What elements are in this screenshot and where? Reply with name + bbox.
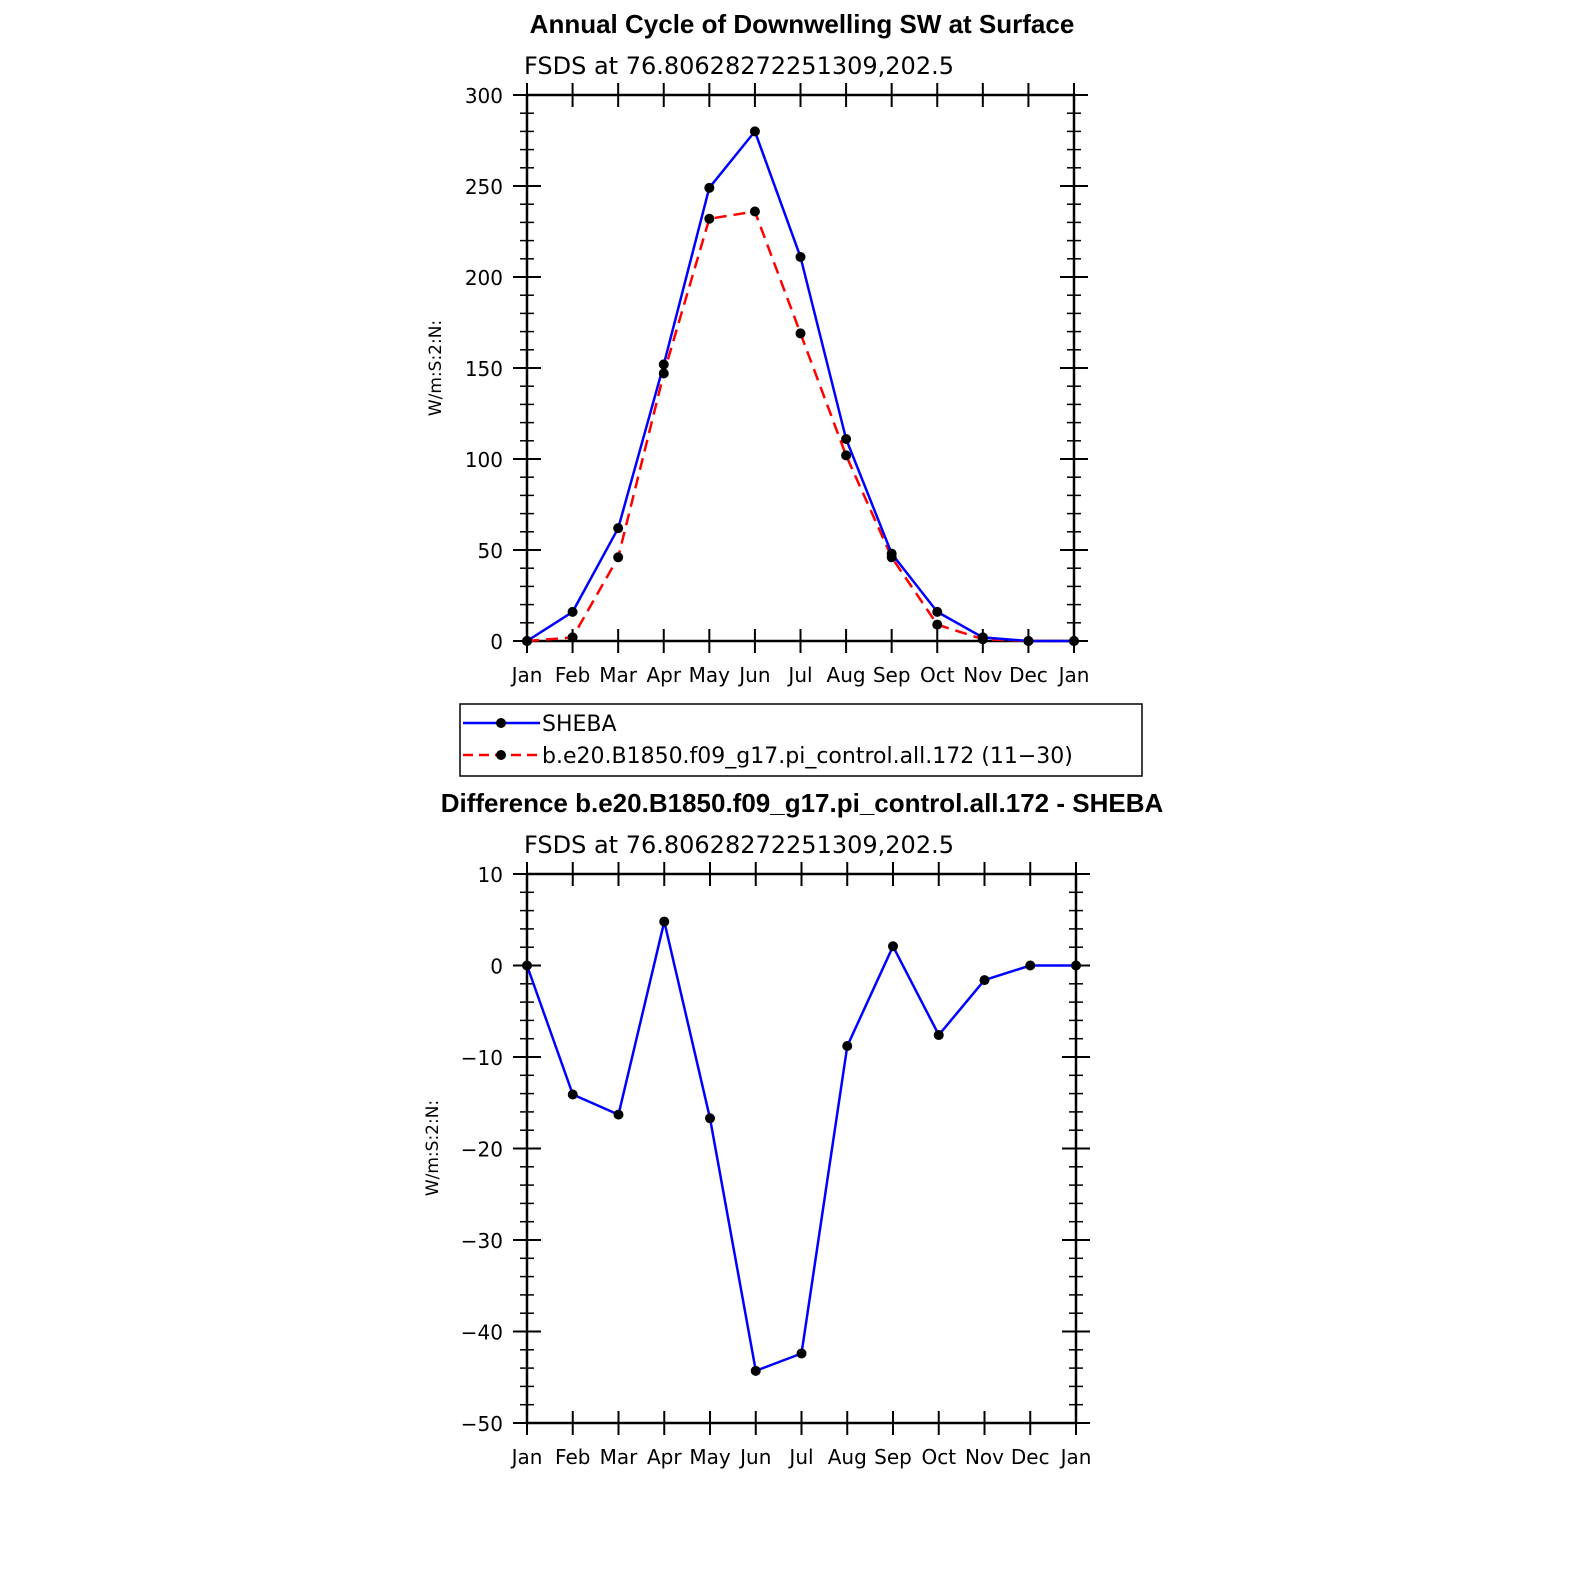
x-tick-label: Mar	[599, 663, 638, 687]
y-tick-label: 0	[490, 955, 503, 979]
x-tick-label: Dec	[1009, 663, 1048, 687]
data-point-series-0	[841, 433, 852, 444]
data-point-series-0	[704, 182, 715, 193]
x-tick-label: Mar	[600, 1445, 639, 1469]
data-point-series-0	[659, 916, 670, 927]
x-tick-label: Jul	[787, 1445, 813, 1469]
y-tick-label: −20	[461, 1138, 503, 1162]
x-tick-label: Feb	[555, 663, 590, 687]
legend-label-sheba: SHEBA	[542, 712, 617, 737]
y-tick-label: 100	[465, 448, 503, 472]
y-tick-label: −40	[461, 1321, 503, 1345]
legend-marker-model	[496, 750, 506, 760]
legend-item-sheba: SHEBA	[463, 712, 617, 737]
x-tick-label: Nov	[965, 1445, 1004, 1469]
data-point-series-1	[977, 634, 988, 645]
chart-title: Annual Cycle of Downwelling SW at Surfac…	[530, 9, 1075, 39]
x-tick-label: Oct	[921, 1445, 956, 1469]
x-tick-label: Jul	[786, 663, 812, 687]
plot-area: 0 50 100 150 200 250 300 Jan Feb Mar Apr May Jun Jul A…	[465, 83, 1090, 687]
difference-chart: Difference b.e20.B1850.f09_g17.pi_contro…	[423, 788, 1163, 1469]
x-tick-label: Jan	[1057, 663, 1090, 687]
data-point-series-0	[888, 941, 898, 952]
x-tick-label: Apr	[646, 663, 681, 687]
chart-subtitle: FSDS at 76.80628272251309,202.5	[524, 831, 954, 859]
data-point-series-0	[613, 523, 624, 534]
y-tick-label: 50	[478, 539, 503, 563]
data-point-series-0	[842, 1041, 853, 1052]
y-tick-label: 0	[490, 630, 503, 654]
legend: SHEBA b.e20.B1850.f09_g17.pi_control.all…	[459, 703, 1143, 777]
data-point-series-0	[1025, 960, 1036, 971]
x-tick-label: Jun	[738, 1445, 771, 1469]
data-point-series-1	[795, 328, 806, 339]
chart-subtitle: FSDS at 76.80628272251309,202.5	[524, 52, 954, 80]
x-tick-label: Jan	[510, 663, 543, 687]
x-tick-label: May	[689, 663, 731, 687]
y-tick-label: 150	[465, 357, 503, 381]
legend-item-model: b.e20.B1850.f09_g17.pi_control.all.172 (…	[463, 744, 1073, 769]
series-line-0	[526, 130, 1074, 643]
y-tick-label: −10	[461, 1046, 503, 1070]
legend-box	[459, 703, 1143, 777]
data-point-series-0	[522, 960, 532, 971]
data-point-series-1	[704, 213, 715, 224]
x-tick-label: Feb	[555, 1445, 590, 1469]
x-tick-label: May	[689, 1445, 731, 1469]
data-point-series-1	[567, 632, 578, 643]
series-line-1	[526, 210, 1074, 643]
data-point-series-0	[749, 126, 760, 137]
y-tick-label: 300	[465, 84, 503, 108]
y-tick-label: 200	[465, 266, 503, 290]
series-line-0	[525, 920, 1076, 1373]
chart-title: Difference b.e20.B1850.f09_g17.pi_contro…	[441, 788, 1164, 818]
data-point-series-0	[658, 359, 669, 370]
data-point-series-0	[613, 1109, 624, 1120]
x-tick-label: Jan	[1059, 1445, 1092, 1469]
data-point-series-0	[932, 606, 943, 617]
x-tick-label: Sep	[874, 1445, 912, 1469]
data-point-series-0	[567, 606, 578, 617]
legend-label-model: b.e20.B1850.f09_g17.pi_control.all.172 (…	[542, 744, 1073, 769]
data-point-series-1	[1023, 636, 1034, 646]
annual-cycle-chart: Annual Cycle of Downwelling SW at Surfac…	[426, 9, 1143, 777]
y-tick-label: −30	[461, 1229, 503, 1253]
data-point-series-1	[1069, 636, 1079, 646]
x-tick-label: Aug	[828, 1445, 867, 1469]
data-point-series-1	[886, 552, 897, 563]
data-point-series-1	[658, 368, 669, 379]
plot-frame	[525, 872, 1078, 1425]
data-point-series-1	[522, 636, 532, 646]
x-tick-label: Nov	[963, 663, 1002, 687]
data-point-series-0	[705, 1113, 715, 1124]
x-tick-label: Jun	[737, 663, 770, 687]
y-tick-label: 10	[478, 863, 503, 887]
data-point-series-1	[613, 552, 624, 563]
x-tick-label: Dec	[1011, 1445, 1050, 1469]
x-tick-label: Jan	[510, 1445, 543, 1469]
x-tick-label: Oct	[920, 663, 955, 687]
y-axis-label: W/m:S:2:N:	[423, 1100, 443, 1196]
data-point-series-0	[933, 1030, 944, 1041]
plot-frame	[525, 93, 1076, 643]
data-point-series-0	[795, 251, 806, 262]
y-tick-label: 250	[465, 175, 503, 199]
x-tick-label: Sep	[873, 663, 911, 687]
data-point-series-0	[567, 1089, 578, 1100]
y-axis-label: W/m:S:2:N:	[426, 320, 446, 416]
data-point-series-0	[750, 1365, 761, 1376]
data-point-series-0	[796, 1348, 807, 1359]
y-tick-label: −50	[461, 1412, 503, 1436]
legend-marker-sheba	[496, 718, 506, 728]
data-point-series-0	[1071, 960, 1081, 971]
data-point-series-1	[932, 619, 943, 630]
data-point-series-1	[841, 450, 852, 461]
x-tick-label: Aug	[827, 663, 866, 687]
plot-area: −50 −40 −30 −20 −10 0 10 Jan Feb Mar Apr May Jun Jul A…	[461, 862, 1092, 1469]
data-point-series-1	[749, 206, 760, 217]
data-point-series-0	[979, 975, 990, 986]
x-tick-label: Apr	[647, 1445, 682, 1469]
